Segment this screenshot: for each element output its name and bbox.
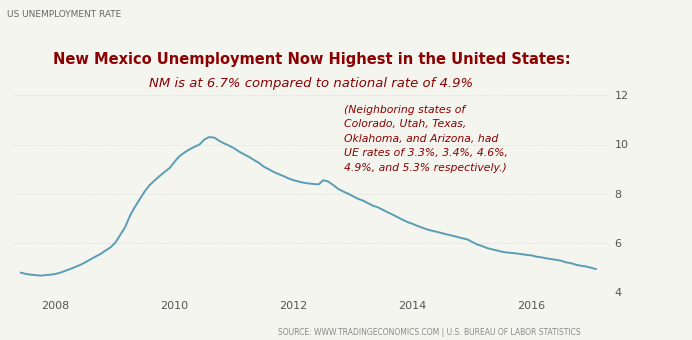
- Text: (Neighboring states of
Colorado, Utah, Texas,
Oklahoma, and Arizona, had
UE rate: (Neighboring states of Colorado, Utah, T…: [344, 105, 508, 173]
- Text: NM is at 6.7% compared to national rate of 4.9%: NM is at 6.7% compared to national rate …: [149, 78, 473, 90]
- Text: US UNEMPLOYMENT RATE: US UNEMPLOYMENT RATE: [7, 10, 121, 19]
- Text: SOURCE: WWW.TRADINGECONOMICS.COM | U.S. BUREAU OF LABOR STATISTICS: SOURCE: WWW.TRADINGECONOMICS.COM | U.S. …: [277, 328, 581, 337]
- Text: New Mexico Unemployment Now Highest in the United States:: New Mexico Unemployment Now Highest in t…: [53, 52, 570, 67]
